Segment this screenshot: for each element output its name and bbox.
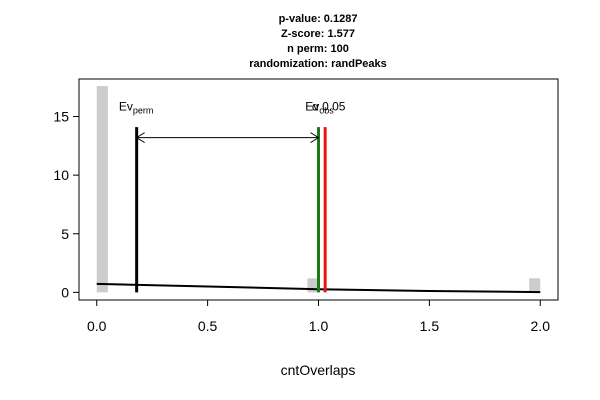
x-tick-label-2: 1.0 [309,318,329,334]
histogram-bar-0 [96,86,108,293]
y-tick-label-1: 5 [61,226,69,242]
x-tick-label-3: 1.5 [420,318,440,334]
y-tick-label-0: 0 [61,284,69,300]
ev-obs-label: Evobs [305,100,334,116]
ev-perm-label: Evperm [119,100,154,116]
y-tick-label-3: 15 [53,109,69,125]
distance-arrow-head-right [310,132,320,144]
x-axis-label: cntOverlaps [281,362,356,378]
title-line-zscore: Z-score: 1.577 [281,28,355,40]
distance-arrow-head-left [135,132,145,144]
x-tick-label-0: 0.0 [87,318,107,334]
chart-title: p-value: 0.1287 Z-score: 1.577 n perm: 1… [249,13,387,70]
y-tick-label-2: 10 [53,167,69,183]
alpha-label: α 0.05 [312,100,346,114]
histogram-bar-2 [529,278,541,293]
title-line-pvalue: p-value: 0.1287 [279,13,358,25]
title-line-nperm: n perm: 100 [287,43,349,55]
histogram-bar-1 [307,278,319,293]
title-line-randomization: randomization: randPeaks [249,58,387,70]
x-tick-label-1: 0.5 [198,318,218,334]
x-tick-label-4: 2.0 [531,318,551,334]
